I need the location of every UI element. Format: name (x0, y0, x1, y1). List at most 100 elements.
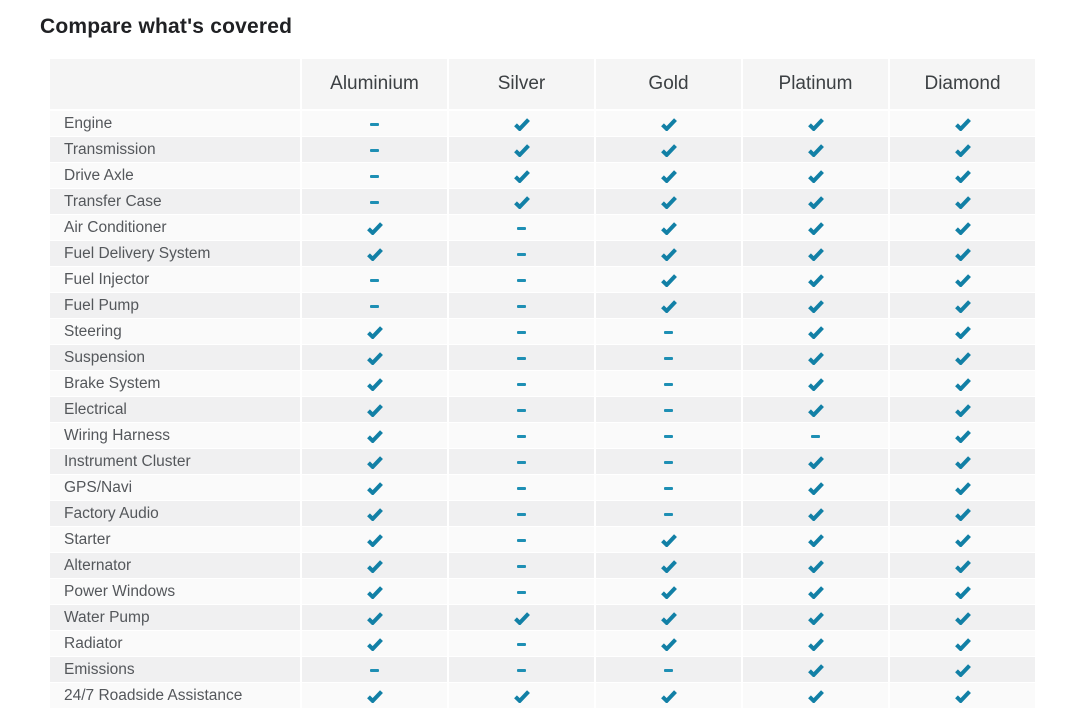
table-header-row: Aluminium Silver Gold Platinum Diamond (50, 59, 1035, 109)
table-row: Engine (50, 111, 1035, 137)
check-icon (513, 689, 530, 703)
dash-icon (370, 175, 379, 178)
coverage-cell-gold (594, 423, 741, 448)
coverage-cell-platinum (741, 605, 888, 630)
coverage-cell-gold (594, 683, 741, 708)
table-row: Drive Axle (50, 163, 1035, 189)
check-icon (954, 247, 971, 261)
check-icon (660, 169, 677, 183)
dash-icon (517, 565, 526, 568)
check-icon (954, 637, 971, 651)
check-icon (366, 585, 383, 599)
check-icon (513, 117, 530, 131)
coverage-cell-platinum (741, 579, 888, 604)
header-silver: Silver (447, 59, 594, 109)
coverage-cell-silver (447, 501, 594, 526)
row-label: Drive Axle (50, 163, 300, 188)
check-icon (366, 559, 383, 573)
coverage-cell-silver (447, 241, 594, 266)
coverage-cell-silver (447, 293, 594, 318)
check-icon (954, 221, 971, 235)
coverage-cell-silver (447, 605, 594, 630)
coverage-cell-diamond (888, 345, 1035, 370)
table-row: Steering (50, 319, 1035, 345)
dash-icon (664, 409, 673, 412)
check-icon (660, 611, 677, 625)
coverage-cell-diamond (888, 423, 1035, 448)
coverage-cell-aluminium (300, 111, 447, 136)
dash-icon (517, 383, 526, 386)
coverage-cell-platinum (741, 371, 888, 396)
coverage-cell-aluminium (300, 683, 447, 708)
coverage-cell-diamond (888, 475, 1035, 500)
check-icon (954, 273, 971, 287)
coverage-cell-diamond (888, 293, 1035, 318)
check-icon (366, 455, 383, 469)
coverage-cell-gold (594, 397, 741, 422)
table-row: Transmission (50, 137, 1035, 163)
header-diamond: Diamond (888, 59, 1035, 109)
row-label: Fuel Pump (50, 293, 300, 318)
coverage-cell-aluminium (300, 371, 447, 396)
table-row: Emissions (50, 657, 1035, 683)
coverage-cell-platinum (741, 475, 888, 500)
coverage-cell-diamond (888, 657, 1035, 682)
check-icon (807, 377, 824, 391)
table-row: Air Conditioner (50, 215, 1035, 241)
check-icon (366, 533, 383, 547)
coverage-cell-diamond (888, 319, 1035, 344)
check-icon (954, 143, 971, 157)
table-row: GPS/Navi (50, 475, 1035, 501)
coverage-cell-platinum (741, 449, 888, 474)
header-platinum: Platinum (741, 59, 888, 109)
coverage-cell-aluminium (300, 293, 447, 318)
coverage-cell-aluminium (300, 189, 447, 214)
dash-icon (517, 461, 526, 464)
table-row: Starter (50, 527, 1035, 553)
dash-icon (517, 513, 526, 516)
row-label: Wiring Harness (50, 423, 300, 448)
dash-icon (517, 487, 526, 490)
coverage-cell-aluminium (300, 475, 447, 500)
coverage-cell-platinum (741, 657, 888, 682)
row-label: Starter (50, 527, 300, 552)
coverage-cell-platinum (741, 683, 888, 708)
check-icon (954, 429, 971, 443)
dash-icon (517, 357, 526, 360)
dash-icon (517, 331, 526, 334)
row-label: Radiator (50, 631, 300, 656)
coverage-cell-platinum (741, 423, 888, 448)
header-aluminium: Aluminium (300, 59, 447, 109)
coverage-cell-silver (447, 579, 594, 604)
coverage-cell-aluminium (300, 605, 447, 630)
check-icon (954, 195, 971, 209)
check-icon (366, 507, 383, 521)
table-row: Fuel Delivery System (50, 241, 1035, 267)
coverage-cell-gold (594, 345, 741, 370)
check-icon (807, 637, 824, 651)
check-icon (660, 273, 677, 287)
check-icon (366, 377, 383, 391)
check-icon (807, 585, 824, 599)
coverage-cell-diamond (888, 241, 1035, 266)
check-icon (807, 663, 824, 677)
coverage-cell-platinum (741, 397, 888, 422)
coverage-cell-diamond (888, 215, 1035, 240)
coverage-cell-gold (594, 449, 741, 474)
check-icon (660, 689, 677, 703)
coverage-cell-platinum (741, 241, 888, 266)
check-icon (366, 611, 383, 625)
coverage-cell-diamond (888, 631, 1035, 656)
check-icon (954, 299, 971, 313)
coverage-cell-aluminium (300, 631, 447, 656)
coverage-cell-aluminium (300, 423, 447, 448)
table-row: 24/7 Roadside Assistance (50, 683, 1035, 709)
coverage-cell-gold (594, 163, 741, 188)
check-icon (807, 195, 824, 209)
coverage-cell-aluminium (300, 319, 447, 344)
row-label: Instrument Cluster (50, 449, 300, 474)
row-label: Power Windows (50, 579, 300, 604)
page: Compare what's covered Aluminium Silver … (40, 15, 1035, 709)
header-gold: Gold (594, 59, 741, 109)
coverage-cell-gold (594, 189, 741, 214)
